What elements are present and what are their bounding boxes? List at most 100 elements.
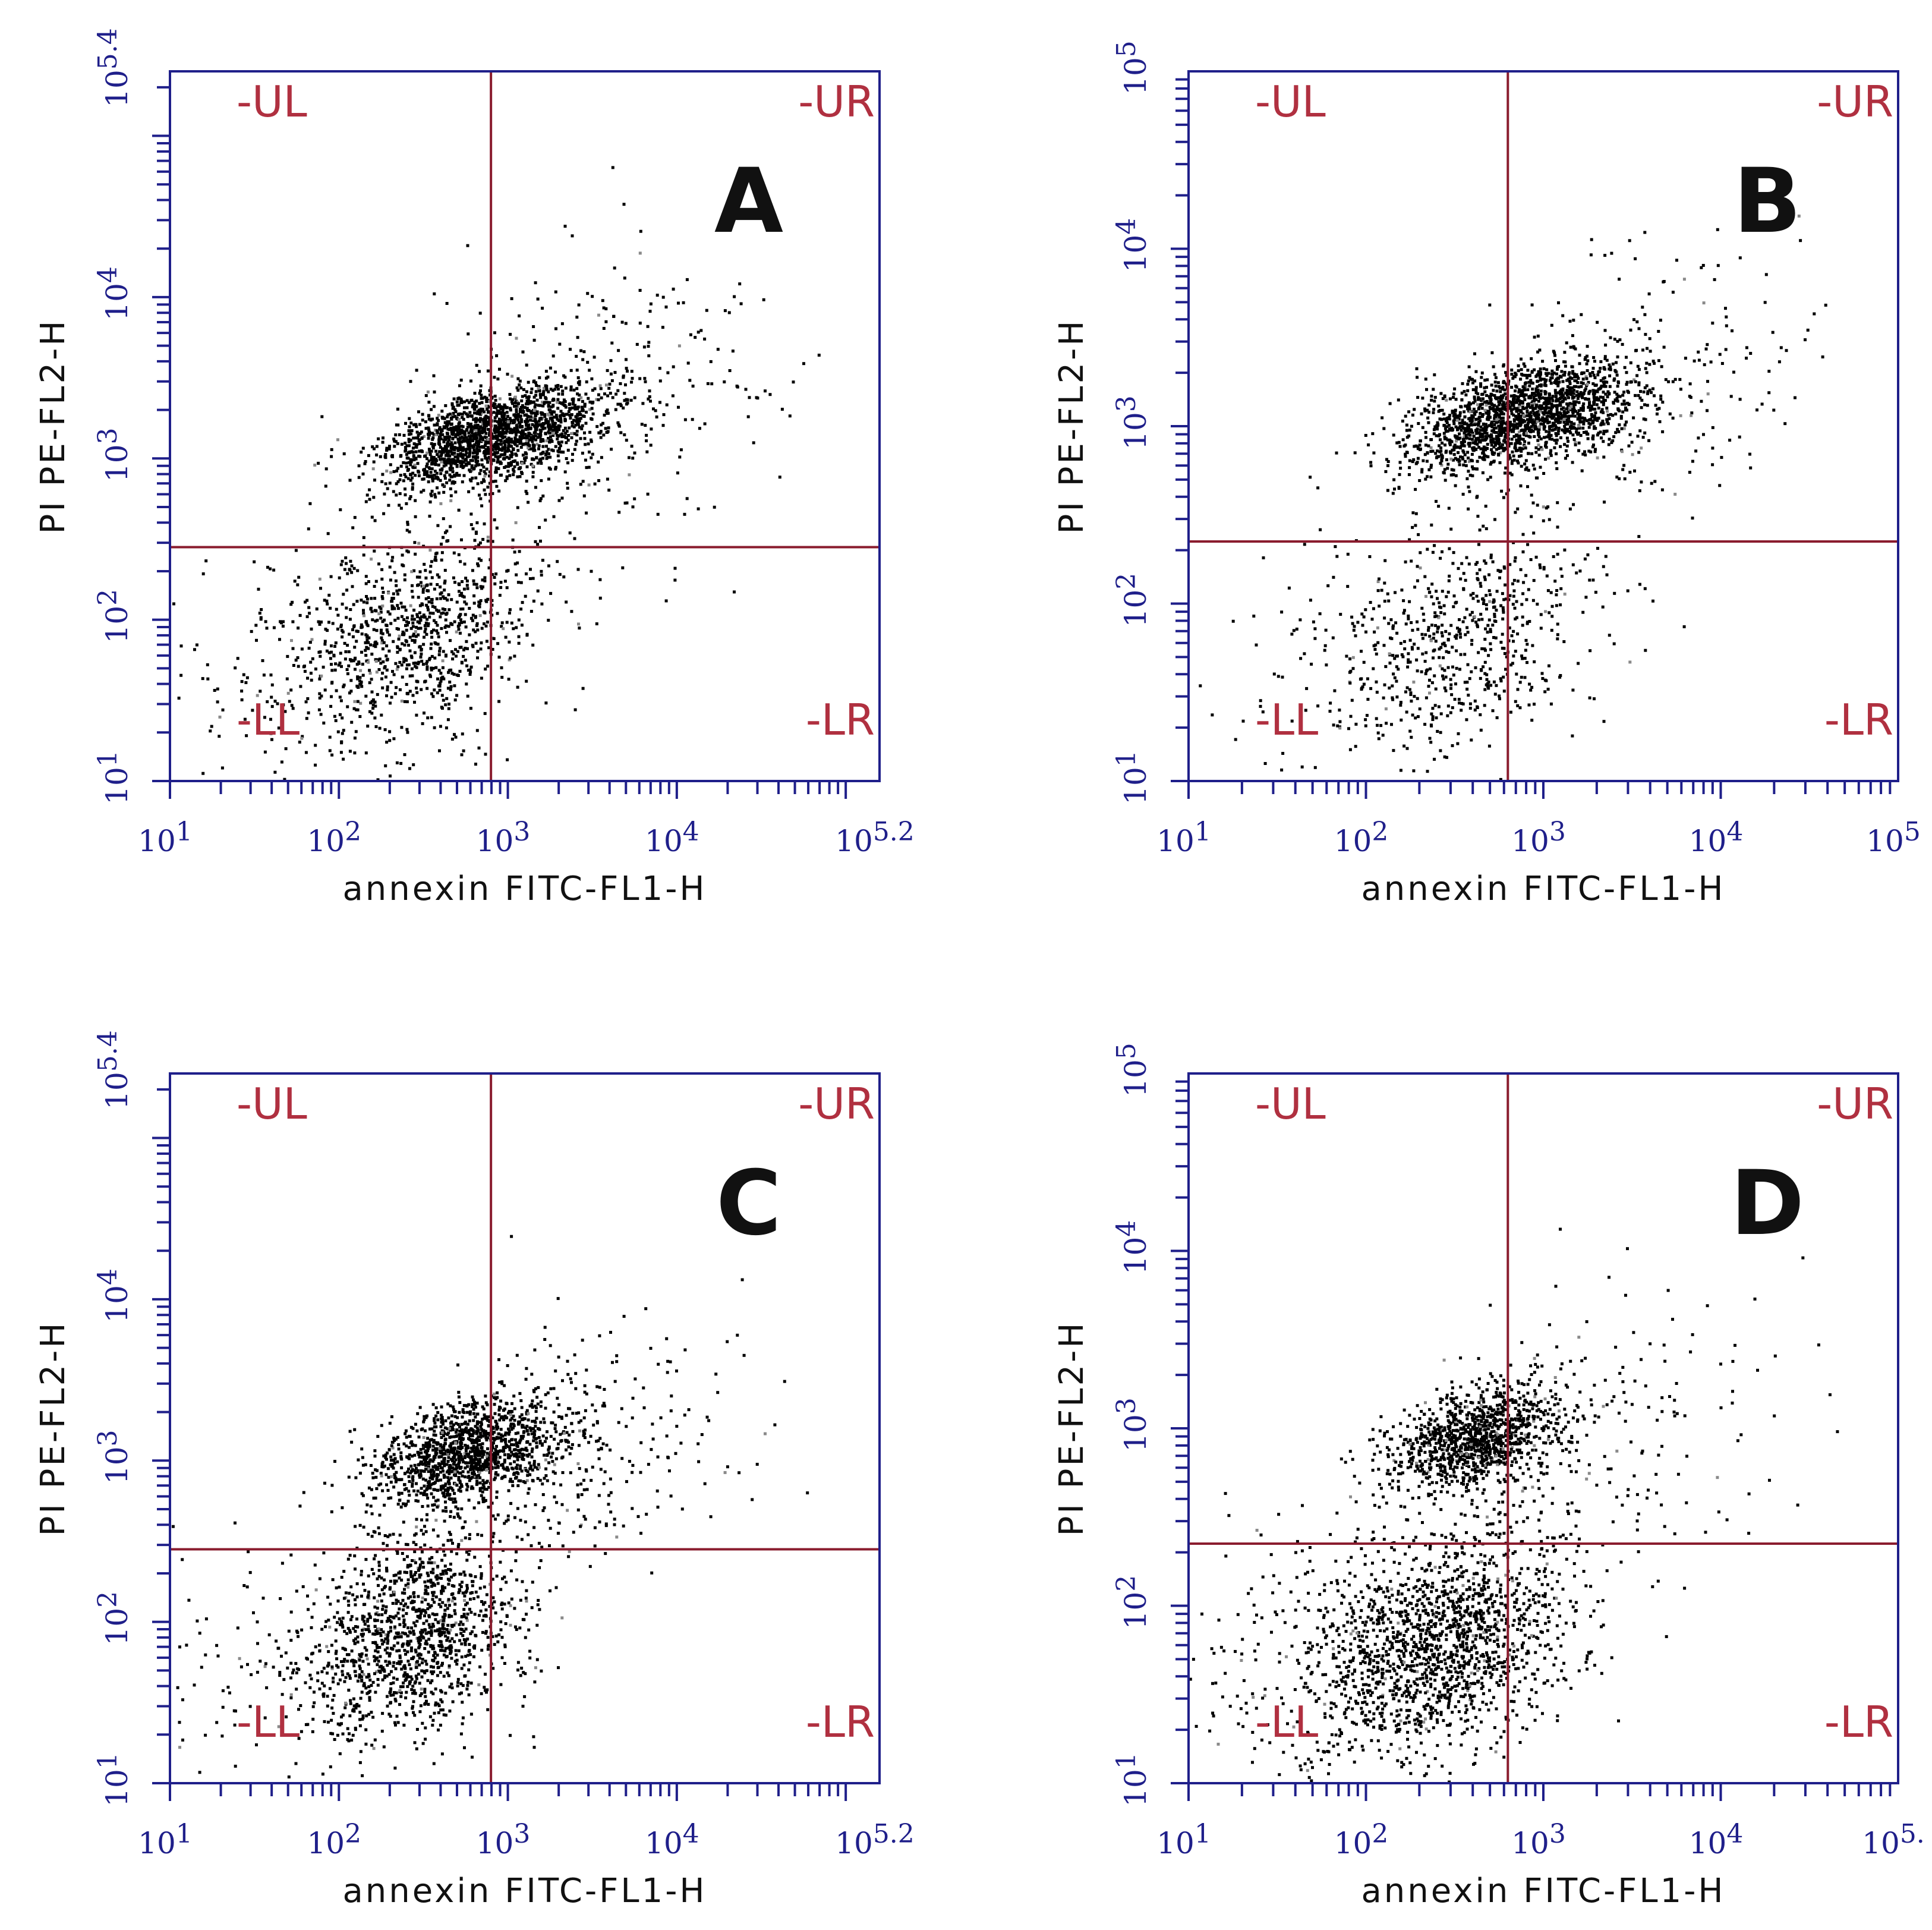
data-point (394, 579, 398, 583)
data-point (1476, 398, 1480, 401)
data-point (1548, 420, 1551, 424)
data-point (356, 677, 360, 681)
data-point (554, 465, 557, 469)
data-point (375, 445, 379, 448)
data-point (374, 580, 378, 583)
data-point (563, 225, 567, 228)
data-point (1523, 462, 1527, 466)
data-point (453, 684, 456, 688)
data-point (1608, 374, 1612, 377)
data-point (613, 266, 616, 270)
data-point (486, 408, 489, 411)
data-point (497, 448, 501, 451)
data-point (499, 432, 503, 435)
data-point (685, 278, 689, 281)
data-point (1405, 423, 1408, 427)
data-point (319, 587, 322, 590)
data-point (661, 326, 664, 329)
data-point (503, 456, 506, 460)
data-point (739, 302, 743, 306)
data-point (1524, 393, 1528, 396)
y-tick-label: 104 (93, 266, 134, 321)
data-point (1568, 430, 1571, 433)
data-point (1487, 424, 1491, 427)
data-point (456, 674, 460, 677)
data-point (1417, 422, 1420, 425)
data-point (428, 431, 431, 435)
data-point (1501, 416, 1505, 420)
data-point (551, 449, 555, 452)
data-point (570, 432, 573, 435)
data-point (483, 488, 486, 492)
data-point (381, 686, 384, 689)
data-point (539, 497, 543, 500)
data-point (475, 583, 478, 586)
data-point (403, 573, 406, 577)
data-point (314, 744, 317, 747)
data-point (398, 688, 402, 691)
data-point (515, 386, 519, 390)
data-point (464, 577, 468, 580)
data-point (412, 609, 416, 612)
data-point (709, 360, 713, 363)
data-point (409, 463, 412, 467)
data-point (1608, 367, 1611, 371)
data-point (1615, 361, 1618, 364)
data-point (286, 654, 289, 658)
data-point (1452, 414, 1455, 417)
data-point (387, 503, 390, 507)
data-point (472, 594, 476, 597)
data-point (573, 448, 576, 451)
data-point (1537, 435, 1541, 439)
data-point (482, 446, 486, 449)
data-point (448, 442, 452, 446)
data-point (389, 774, 392, 777)
data-point (1548, 427, 1552, 431)
data-point (1461, 382, 1464, 385)
data-point (525, 479, 528, 483)
data-point (424, 621, 428, 625)
data-point (403, 605, 406, 609)
data-point (1593, 425, 1596, 429)
data-point (1405, 429, 1408, 432)
data-point (463, 400, 467, 404)
data-point (450, 623, 454, 626)
data-point (556, 434, 559, 437)
data-point (418, 575, 421, 579)
data-point (525, 465, 529, 468)
data-point (559, 385, 563, 388)
data-point (1421, 396, 1424, 400)
data-point (581, 687, 585, 690)
data-point (1463, 390, 1466, 393)
data-point (575, 433, 579, 437)
data-point (1568, 426, 1572, 429)
data-point (1448, 443, 1452, 446)
data-point (381, 604, 384, 607)
data-point (427, 417, 431, 421)
data-point (619, 382, 622, 385)
data-point (510, 463, 513, 467)
data-point (1490, 351, 1494, 354)
data-point (1546, 421, 1549, 424)
data-point (430, 467, 434, 471)
data-point (525, 363, 528, 367)
data-point (426, 606, 430, 609)
data-point (1404, 443, 1407, 447)
data-point (468, 454, 471, 457)
data-point (661, 295, 665, 299)
data-point (493, 331, 496, 335)
data-point (462, 474, 466, 477)
data-point (1606, 395, 1609, 399)
data-point (1533, 399, 1536, 402)
data-point (568, 531, 572, 535)
data-point (1416, 396, 1420, 399)
data-point (1637, 381, 1641, 385)
data-point (600, 456, 603, 459)
data-point (433, 688, 436, 692)
data-point (392, 490, 395, 493)
data-point (454, 735, 458, 739)
data-point (626, 369, 629, 373)
data-point (478, 433, 481, 437)
data-point (336, 627, 339, 631)
data-point (438, 647, 442, 650)
